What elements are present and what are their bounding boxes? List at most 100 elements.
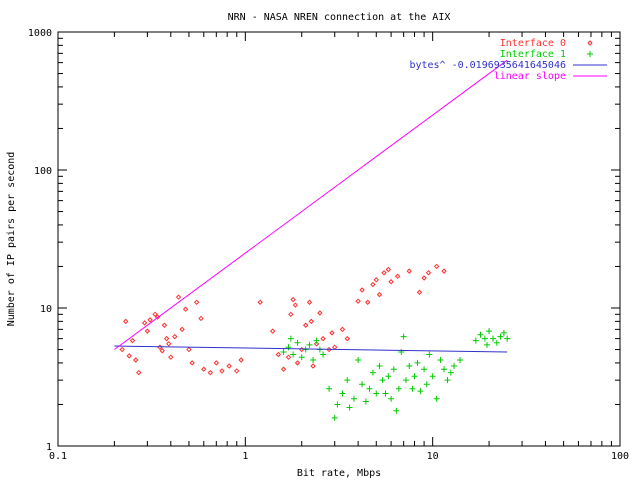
data-point-plus bbox=[287, 335, 294, 342]
data-point-diamond bbox=[425, 270, 432, 276]
data-point-diamond bbox=[388, 279, 394, 285]
data-point-diamond bbox=[123, 318, 129, 325]
data-point-diamond bbox=[168, 354, 174, 360]
data-point-plus bbox=[500, 329, 507, 336]
data-point-plus bbox=[290, 351, 297, 358]
y-tick-label: 1 bbox=[46, 442, 52, 453]
data-point-diamond bbox=[182, 306, 189, 312]
data-point-diamond bbox=[416, 289, 423, 295]
data-point-diamond bbox=[163, 335, 170, 342]
data-point-diamond bbox=[152, 311, 158, 318]
data-point-plus bbox=[320, 351, 327, 358]
data-point-diamond bbox=[359, 287, 365, 293]
data-point-plus bbox=[504, 335, 511, 342]
data-point-plus bbox=[402, 377, 409, 384]
data-point-diamond bbox=[292, 302, 299, 308]
data-point-diamond bbox=[166, 341, 172, 347]
data-point-plus bbox=[331, 414, 338, 421]
data-point-plus bbox=[339, 390, 346, 397]
data-point-plus bbox=[400, 333, 407, 340]
data-point-diamond bbox=[198, 315, 204, 322]
data-point-diamond bbox=[226, 363, 232, 369]
y-tick-label: 1000 bbox=[28, 28, 52, 39]
data-point-plus bbox=[359, 381, 366, 388]
data-point-diamond bbox=[179, 326, 185, 333]
data-point-diamond bbox=[394, 273, 401, 279]
data-point-diamond bbox=[385, 266, 392, 273]
data-point-plus bbox=[481, 335, 488, 342]
data-point-plus bbox=[310, 356, 317, 363]
data-point-plus bbox=[447, 369, 454, 376]
data-point-diamond bbox=[234, 368, 240, 374]
legend-sample-diamond bbox=[587, 40, 593, 46]
data-point-plus bbox=[490, 335, 497, 342]
data-point-plus bbox=[411, 373, 418, 380]
data-point-diamond bbox=[339, 326, 346, 333]
data-point-plus bbox=[429, 373, 436, 380]
data-point-plus bbox=[306, 341, 313, 348]
data-point-plus bbox=[433, 395, 440, 402]
data-point-diamond bbox=[441, 268, 447, 274]
data-point-diamond bbox=[313, 341, 320, 347]
data-point-diamond bbox=[172, 333, 178, 340]
data-point-plus bbox=[350, 395, 357, 402]
series-2 bbox=[114, 345, 508, 353]
data-point-plus bbox=[294, 339, 301, 346]
data-point-diamond bbox=[133, 357, 139, 363]
data-point-diamond bbox=[238, 357, 244, 363]
data-point-plus bbox=[376, 362, 383, 369]
data-point-diamond bbox=[213, 360, 220, 366]
data-point-plus bbox=[406, 362, 413, 369]
data-point-diamond bbox=[189, 360, 195, 366]
data-point-diamond bbox=[306, 299, 313, 305]
data-point-plus bbox=[280, 348, 287, 355]
data-point-diamond bbox=[144, 328, 151, 334]
series-0 bbox=[119, 263, 447, 376]
data-point-diamond bbox=[288, 311, 294, 318]
data-point-plus bbox=[497, 333, 504, 340]
y-axis-label: Number of IP pairs per second bbox=[6, 152, 17, 327]
data-point-plus bbox=[313, 337, 320, 344]
legend-label: bytes^ -0.0196935641645046 bbox=[409, 60, 566, 71]
data-point-diamond bbox=[219, 368, 225, 374]
data-point-plus bbox=[477, 331, 484, 338]
data-point-diamond bbox=[175, 294, 182, 300]
data-point-diamond bbox=[257, 299, 263, 305]
x-axis-label: Bit rate, Mbps bbox=[297, 468, 381, 479]
plot-series bbox=[114, 59, 511, 421]
data-point-diamond bbox=[433, 263, 440, 270]
data-point-plus bbox=[379, 377, 386, 384]
data-point-diamond bbox=[373, 277, 379, 283]
data-point-plus bbox=[414, 359, 421, 366]
data-point-diamond bbox=[421, 275, 427, 281]
series-line bbox=[114, 345, 508, 353]
data-point-plus bbox=[390, 366, 397, 373]
data-point-diamond bbox=[332, 344, 338, 350]
data-point-plus bbox=[326, 385, 333, 392]
data-point-plus bbox=[334, 401, 341, 408]
data-point-plus bbox=[362, 398, 369, 405]
data-point-diamond bbox=[364, 299, 371, 305]
data-point-diamond bbox=[290, 296, 296, 303]
data-point-plus bbox=[285, 344, 292, 351]
data-point-diamond bbox=[141, 320, 148, 326]
series-line bbox=[114, 59, 508, 350]
data-point-diamond bbox=[381, 270, 387, 276]
legend-sample-plus bbox=[587, 51, 593, 57]
data-point-diamond bbox=[186, 346, 192, 353]
plot-frame bbox=[57, 31, 621, 447]
data-point-plus bbox=[417, 388, 424, 395]
data-point-diamond bbox=[344, 335, 350, 342]
y-tick-label: 100 bbox=[34, 166, 52, 177]
data-point-diamond bbox=[329, 330, 335, 336]
data-point-plus bbox=[493, 339, 500, 346]
data-point-diamond bbox=[207, 369, 213, 376]
data-point-plus bbox=[346, 404, 353, 411]
legend-label: linear slope bbox=[494, 71, 566, 82]
data-point-plus bbox=[423, 381, 430, 388]
data-point-diamond bbox=[310, 363, 316, 369]
legend-label: Interface 1 bbox=[500, 49, 566, 60]
data-point-plus bbox=[388, 395, 395, 402]
data-point-diamond bbox=[320, 335, 326, 342]
